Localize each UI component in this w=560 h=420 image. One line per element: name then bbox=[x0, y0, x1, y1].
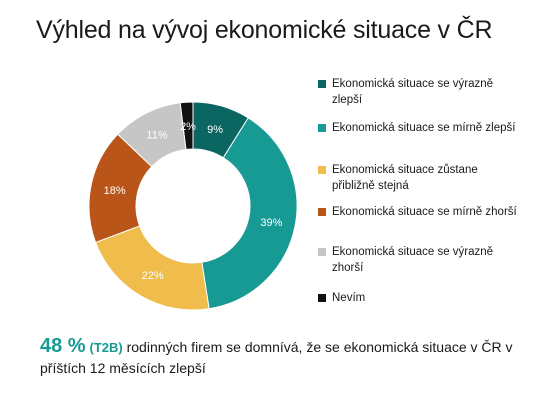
footer-note: 48 % (T2B) rodinných firem se domnívá, ž… bbox=[40, 336, 520, 378]
legend-label: Ekonomická situace se mírně zlepší bbox=[332, 122, 516, 134]
legend-item: Ekonomická situace zůstane přibližně ste… bbox=[318, 162, 518, 194]
legend-swatch bbox=[318, 124, 326, 132]
legend-item: Ekonomická situace se mírně zlepší bbox=[318, 120, 518, 136]
legend-item: Ekonomická situace se výrazně zhorší bbox=[318, 244, 518, 276]
legend-item: Ekonomická situace se výrazně zlepší bbox=[318, 76, 518, 108]
legend-swatch bbox=[318, 208, 326, 216]
slice-value-label: 22% bbox=[142, 270, 164, 282]
chart-title: Výhled na vývoj ekonomické situace v ČR bbox=[36, 16, 493, 44]
donut-slice bbox=[117, 102, 187, 168]
legend-label: Ekonomická situace se výrazně zlepší bbox=[332, 78, 494, 106]
legend-label: Ekonomická situace zůstane přibližně ste… bbox=[332, 164, 478, 192]
donut-slice bbox=[201, 117, 298, 310]
legend-swatch bbox=[318, 80, 326, 88]
legend-swatch bbox=[318, 294, 326, 302]
legend-label: Nevím bbox=[332, 292, 366, 304]
legend-item: Ekonomická situace se mírně zhorší bbox=[318, 204, 518, 220]
donut-slice bbox=[94, 225, 210, 311]
slice-value-label: 11% bbox=[146, 130, 167, 142]
footer-tag: (T2B) bbox=[89, 340, 123, 355]
slice-value-label: 2% bbox=[180, 121, 196, 133]
footer-text: rodinných firem se domnívá, že se ekonom… bbox=[40, 339, 513, 376]
footer-highlight: 48 % bbox=[40, 335, 86, 357]
slice-value-label: 9% bbox=[207, 124, 223, 136]
legend-swatch bbox=[318, 166, 326, 174]
legend-item: Nevím bbox=[318, 290, 518, 306]
slice-value-label: 18% bbox=[104, 185, 126, 197]
legend-swatch bbox=[318, 248, 326, 256]
legend-label: Ekonomická situace se výrazně zhorší bbox=[332, 246, 494, 274]
slice-value-label: 39% bbox=[260, 217, 282, 229]
legend-label: Ekonomická situace se mírně zhorší bbox=[332, 206, 517, 218]
